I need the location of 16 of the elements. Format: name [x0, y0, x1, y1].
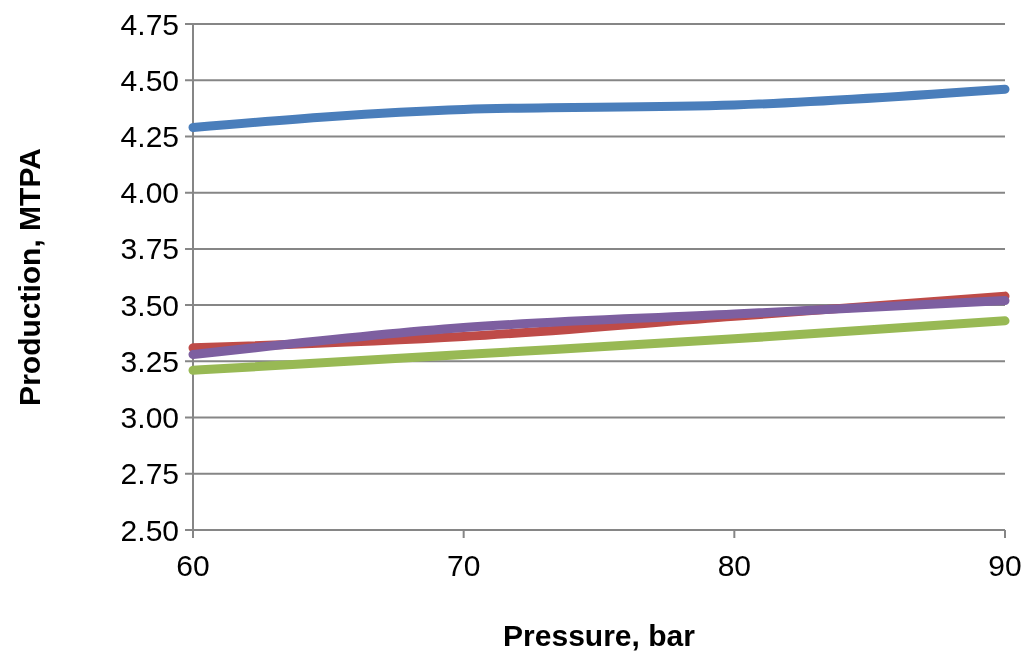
- y-tick-label: 4.00: [120, 176, 179, 210]
- y-tick-label: 3.25: [120, 344, 179, 378]
- y-tick-label: 4.50: [120, 63, 179, 97]
- y-tick-label: 4.25: [120, 119, 179, 153]
- x-tick-label: 90: [988, 549, 1022, 582]
- x-tick-label: 60: [176, 549, 210, 582]
- x-axis-title: Pressure, bar: [503, 619, 696, 652]
- y-tick-label: 2.75: [120, 457, 179, 491]
- y-tick-label: 3.00: [120, 401, 179, 435]
- y-tick-label: 4.75: [120, 7, 179, 41]
- y-tick-label: 3.75: [120, 232, 179, 266]
- y-axis-title: Production, MTPA: [13, 148, 46, 406]
- x-tick-label: 80: [717, 549, 752, 582]
- x-tick-label: 70: [446, 549, 481, 582]
- y-tick-label: 3.50: [120, 288, 179, 322]
- y-tick-label: 2.50: [120, 513, 179, 547]
